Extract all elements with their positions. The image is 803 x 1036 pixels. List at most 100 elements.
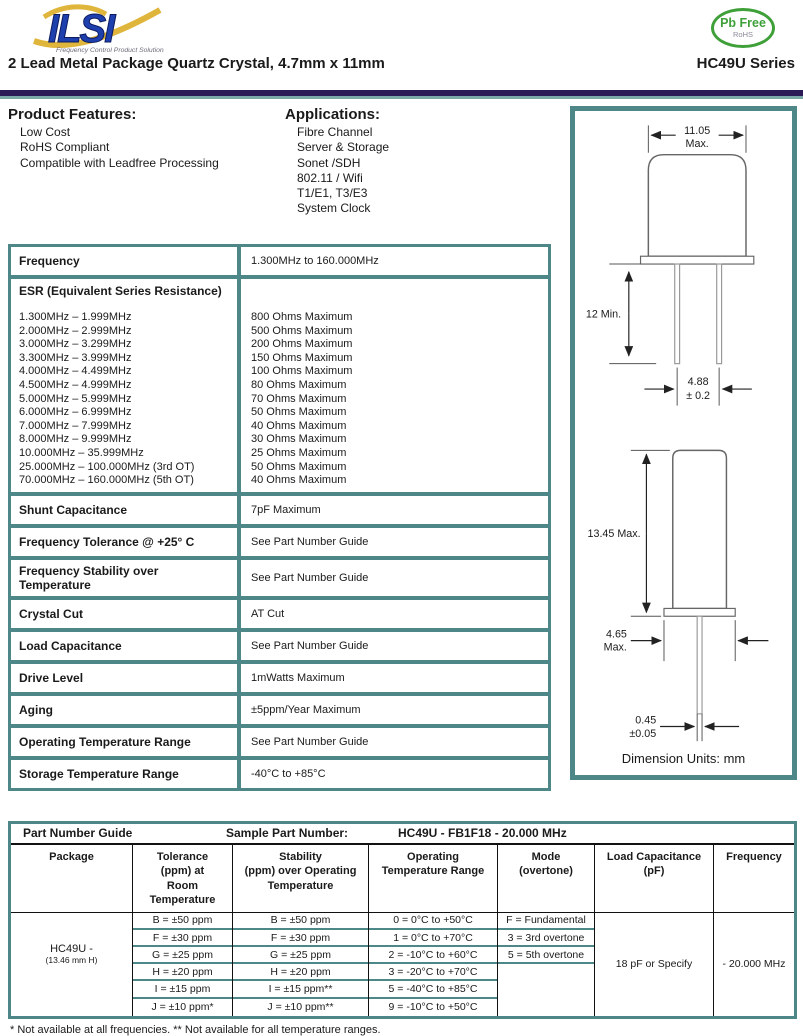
esr-value: 800 Ohms Maximum <box>251 311 353 323</box>
png-column-header: Package <box>11 844 133 913</box>
series-title: HC49U Series <box>696 55 795 72</box>
png-header-row: Package Tolerance (ppm) at Room Temperatu… <box>11 844 794 913</box>
side-view-drawing: 13.45 Max. 4.65 Max. 0.45 ±0.05 <box>588 449 769 742</box>
esr-value: 40 Ohms Maximum <box>251 474 347 487</box>
stability-column: B = ±50 ppm F = ±30 ppm G = ±25 ppm H = ±20… <box>233 912 369 1016</box>
spec-label: Frequency <box>11 247 241 275</box>
logo-text: ILSI <box>48 7 116 51</box>
stability-option: J = ±10 ppm** <box>267 1001 334 1014</box>
tolerance-option: I = ±15 ppm <box>133 981 232 999</box>
esr-value: 500 Ohms Maximum <box>251 324 353 337</box>
tolerance-option: B = ±50 ppm <box>133 913 232 930</box>
rohs-label: RoHS <box>732 30 753 39</box>
sample-part-number-label: Sample Part Number: <box>226 826 349 841</box>
stability-option: F = ±30 ppm <box>233 930 368 948</box>
front-view-drawing: 11.05 Max. 12 Min. 4.88 <box>586 125 755 406</box>
dim-lead-length-label: 12 Min. <box>586 309 621 321</box>
esr-value: 150 Ohms Maximum <box>251 351 353 364</box>
dim-lead-spacing-label2: ± 0.2 <box>686 390 710 402</box>
esr-range: 4.000MHz – 4.499MHz <box>19 365 132 378</box>
tolerance-option: G = ±25 ppm <box>133 947 232 965</box>
spec-value: 1mWatts Maximum <box>251 671 345 684</box>
esr-range-list: 1.300MHz – 1.999MHz 2.000MHz – 2.999MHz 3.… <box>19 311 229 488</box>
esr-range: 8.000MHz – 9.999MHz <box>19 433 132 446</box>
applications: Applications: Fibre Channel Server & Stor… <box>285 106 389 244</box>
png-column-header: Operating Temperature Range <box>369 844 498 913</box>
spec-label: Load Capacitance <box>11 631 241 660</box>
esr-value: 70 Ohms Maximum <box>251 392 347 405</box>
spec-row: Aging ±5ppm/Year Maximum <box>11 695 548 724</box>
esr-range: 1.300MHz – 1.999MHz <box>19 311 132 323</box>
esr-range: 3.300MHz – 3.999MHz <box>19 351 132 364</box>
spec-value: -40°C to +85°C <box>251 767 326 780</box>
esr-value: 40 Ohms Maximum <box>251 419 347 432</box>
esr-value: 80 Ohms Maximum <box>251 378 347 391</box>
spec-value: 1.300MHz to 160.000MHz <box>251 255 379 267</box>
tolerance-column: B = ±50 ppm F = ±30 ppm G = ±25 ppm H = ±20… <box>133 912 233 1016</box>
esr-range: 10.000MHz – 35.999MHz <box>19 446 144 459</box>
dim-side-width-label: 4.65 <box>606 629 627 641</box>
spec-row: Frequency Tolerance @ +25° C See Part Nu… <box>11 527 548 556</box>
application-item: Server & Storage <box>297 140 390 155</box>
esr-value: 50 Ohms Maximum <box>251 406 347 419</box>
application-item: Fibre Channel <box>297 125 373 139</box>
spec-value: ±5ppm/Year Maximum <box>251 703 361 716</box>
stability-option: I = ±15 ppm** <box>233 981 368 999</box>
applications-heading: Applications: <box>285 106 381 123</box>
title-row: 2 Lead Metal Package Quartz Crystal, 4.7… <box>8 55 795 72</box>
frequency-value: - 20.000 MHz <box>722 958 786 971</box>
logo-swoosh-bottom <box>33 7 162 49</box>
dim-body-width-label: 11.05 <box>684 125 710 137</box>
spec-label: Crystal Cut <box>11 599 241 628</box>
applications-list: Fibre Channel Server & Storage Sonet /SDH 8… <box>285 125 389 217</box>
spec-table: Frequency 1.300MHz to 160.000MHz ESR (Eq… <box>8 244 551 791</box>
features-applications: Product Features: Low Cost RoHS Compliant… <box>8 106 551 244</box>
esr-range: 3.000MHz – 3.299MHz <box>19 338 132 351</box>
dim-lead-dia-label: 0.45 <box>635 715 656 727</box>
esr-range: 6.000MHz – 6.999MHz <box>19 406 132 419</box>
main-content: Product Features: Low Cost RoHS Compliant… <box>0 99 803 791</box>
mode-option: 5 = 5th overtone <box>498 947 594 965</box>
pbfree-rohs-badge: Pb Free RoHS <box>711 8 775 48</box>
left-column: Product Features: Low Cost RoHS Compliant… <box>8 106 551 791</box>
application-item: System Clock <box>297 201 371 216</box>
png-title-row: Part Number Guide Sample Part Number: HC… <box>11 824 794 845</box>
operating-temperature-option: 1 = 0°C to +70°C <box>369 930 497 948</box>
logo-swoosh-top <box>42 4 108 20</box>
operating-temperature-option: 5 = -40°C to +85°C <box>369 981 497 999</box>
operating-temperature-option: 2 = -10°C to +60°C <box>369 947 497 965</box>
stability-option: G = ±25 ppm <box>233 947 368 965</box>
logo-tagline: Frequency Control Product Solutions <box>56 47 164 54</box>
esr-range: 2.000MHz – 2.999MHz <box>19 324 132 337</box>
tolerance-option: J = ±10 ppm* <box>151 1001 214 1014</box>
esr-range: 7.000MHz – 7.999MHz <box>19 419 132 432</box>
feature-item: Low Cost <box>20 125 71 139</box>
spec-row-esr: ESR (Equivalent Series Resistance) 1.300… <box>11 279 548 492</box>
spec-row: Shunt Capacitance 7pF Maximum <box>11 495 548 524</box>
esr-value-cell: 800 Ohms Maximum 500 Ohms Maximum 200 Ohms… <box>241 279 548 492</box>
spec-row: Operating Temperature Range See Part Num… <box>11 727 548 756</box>
png-column-header: Stability (ppm) over Operating Temperatu… <box>233 844 369 913</box>
package-height-note: (13.46 mm H) <box>45 955 98 966</box>
feature-item: RoHS Compliant <box>20 140 110 155</box>
package-name: HC49U - <box>50 943 93 956</box>
application-item: 802.11 / Wifi <box>297 170 363 185</box>
page-title: 2 Lead Metal Package Quartz Crystal, 4.7… <box>8 55 385 72</box>
spec-row: Frequency Stability over Temperature See… <box>11 559 548 596</box>
spec-label: Frequency Tolerance @ +25° C <box>11 527 241 556</box>
esr-range: 4.500MHz – 4.999MHz <box>19 378 132 391</box>
esr-range: 5.000MHz – 5.999MHz <box>19 392 132 405</box>
spec-row-frequency: Frequency 1.300MHz to 160.000MHz <box>11 247 548 275</box>
spec-value: See Part Number Guide <box>251 639 369 652</box>
tolerance-option: H = ±20 ppm <box>133 964 232 982</box>
spec-value: See Part Number Guide <box>251 735 369 748</box>
part-number-guide-section: Part Number Guide Sample Part Number: HC… <box>0 820 803 1036</box>
footnote: * Not available at all frequencies. ** N… <box>10 1023 381 1036</box>
mode-option: 3 = 3rd overtone <box>498 930 594 948</box>
part-number-guide-table: Part Number Guide Sample Part Number: HC… <box>8 820 797 1019</box>
spec-value: See Part Number Guide <box>251 535 369 548</box>
divider-teal <box>0 96 803 99</box>
operating-temperature-option: 3 = -20°C to +70°C <box>369 964 497 982</box>
spec-row: Storage Temperature Range -40°C to +85°C <box>11 759 548 788</box>
png-column-header: Load Capacitance (pF) <box>595 844 714 913</box>
